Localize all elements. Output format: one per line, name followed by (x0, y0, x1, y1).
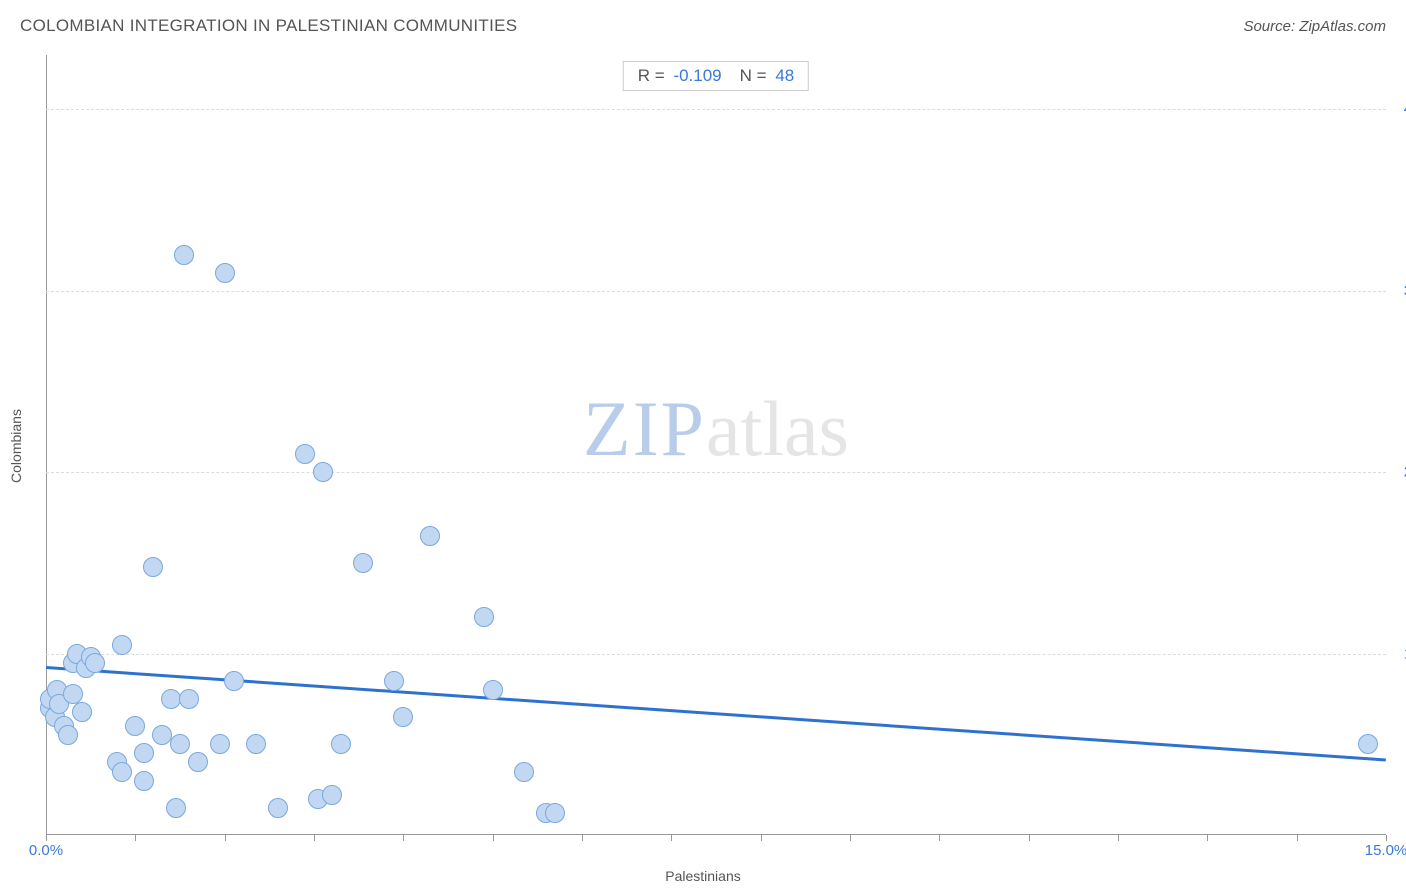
data-point (474, 607, 494, 627)
data-point (215, 263, 235, 283)
x-tick (761, 835, 762, 841)
data-point (112, 635, 132, 655)
x-tick (46, 835, 47, 841)
y-tick-label: 3.0% (1390, 282, 1406, 299)
gridline (46, 291, 1386, 292)
data-point (545, 803, 565, 823)
x-tick (403, 835, 404, 841)
x-tick (1207, 835, 1208, 841)
data-point (174, 245, 194, 265)
data-point (224, 671, 244, 691)
data-point (420, 526, 440, 546)
x-tick (671, 835, 672, 841)
x-tick (135, 835, 136, 841)
x-tick (850, 835, 851, 841)
data-point (514, 762, 534, 782)
stat-r-label: R = (638, 66, 665, 85)
data-point (143, 557, 163, 577)
x-tick (1118, 835, 1119, 841)
data-point (483, 680, 503, 700)
data-point (63, 684, 83, 704)
x-axis-label: Palestinians (665, 868, 741, 884)
data-point (134, 743, 154, 763)
x-tick (314, 835, 315, 841)
source-label: Source: ZipAtlas.com (1243, 18, 1386, 35)
data-point (393, 707, 413, 727)
stat-n: N = 48 (740, 66, 795, 86)
stat-r-value: -0.109 (673, 66, 721, 85)
gridline (46, 109, 1386, 110)
x-tick (1029, 835, 1030, 841)
data-point (112, 762, 132, 782)
y-axis-label: Colombians (8, 409, 24, 483)
data-point (134, 771, 154, 791)
stat-r: R = -0.109 (638, 66, 722, 86)
data-point (85, 653, 105, 673)
x-tick (939, 835, 940, 841)
data-point (268, 798, 288, 818)
stat-n-value: 48 (775, 66, 794, 85)
data-point (295, 444, 315, 464)
x-tick (493, 835, 494, 841)
x-tick (225, 835, 226, 841)
x-tick-label: 15.0% (1365, 842, 1406, 859)
header: COLOMBIAN INTEGRATION IN PALESTINIAN COM… (20, 16, 1386, 36)
data-point (58, 725, 78, 745)
chart-title: COLOMBIAN INTEGRATION IN PALESTINIAN COM… (20, 16, 517, 36)
stat-n-label: N = (740, 66, 767, 85)
data-point (1358, 734, 1378, 754)
data-point (170, 734, 190, 754)
x-tick (1297, 835, 1298, 841)
gridline (46, 472, 1386, 473)
data-point (246, 734, 266, 754)
x-tick-label: 0.0% (29, 842, 63, 859)
data-point (331, 734, 351, 754)
stats-box: R = -0.109 N = 48 (623, 61, 809, 91)
data-point (322, 785, 342, 805)
data-point (166, 798, 186, 818)
data-point (125, 716, 145, 736)
y-tick-label: 1.0% (1390, 645, 1406, 662)
x-tick (1386, 835, 1387, 841)
gridline (46, 654, 1386, 655)
data-point (72, 702, 92, 722)
watermark-atlas: atlas (706, 385, 849, 472)
data-point (313, 462, 333, 482)
y-tick-label: 2.0% (1390, 464, 1406, 481)
x-tick (582, 835, 583, 841)
x-axis-line (46, 834, 1386, 835)
data-point (384, 671, 404, 691)
watermark: ZIPatlas (583, 384, 849, 474)
scatter-chart: ZIPatlas R = -0.109 N = 48 1.0%2.0%3.0%4… (46, 55, 1386, 835)
watermark-zip: ZIP (583, 385, 706, 472)
data-point (188, 752, 208, 772)
data-point (353, 553, 373, 573)
data-point (210, 734, 230, 754)
y-tick-label: 4.0% (1390, 101, 1406, 118)
data-point (179, 689, 199, 709)
